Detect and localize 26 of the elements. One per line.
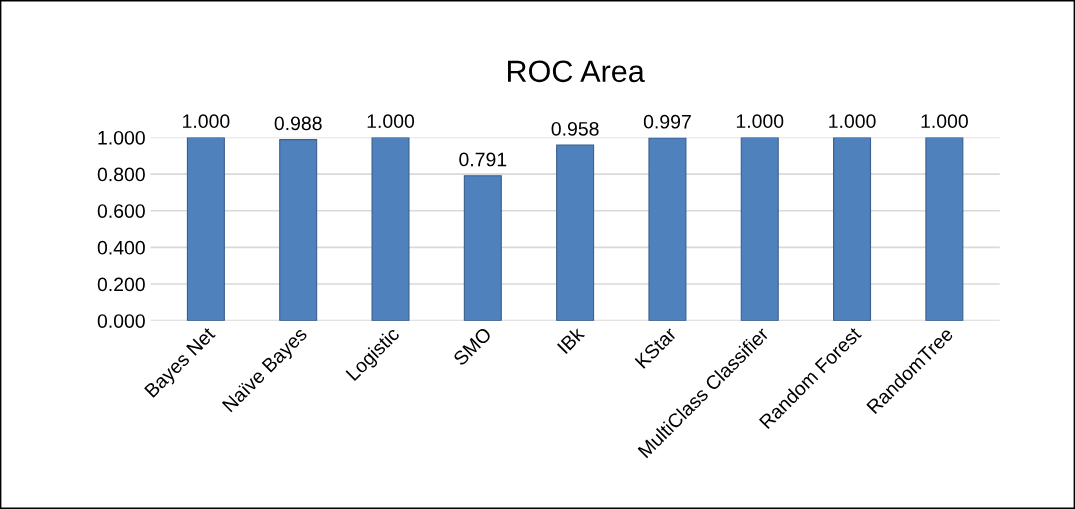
bar (740, 137, 779, 321)
bar (833, 137, 872, 321)
bar (556, 144, 595, 321)
y-tick-label: 1.000 (98, 130, 145, 145)
y-tick-label: 0.400 (97, 240, 145, 255)
bar (925, 137, 964, 321)
data-label: 1.000 (921, 114, 968, 129)
data-label: 1.000 (367, 114, 415, 129)
bar (371, 137, 410, 321)
x-tick-label: IBk (556, 325, 586, 355)
data-label: 0.958 (551, 121, 599, 136)
data-label: 0.791 (459, 152, 507, 167)
data-label: 1.000 (183, 114, 230, 129)
bar (279, 139, 318, 321)
y-tick-label: 0.200 (97, 277, 145, 292)
y-tick-label: 0.600 (97, 204, 145, 218)
y-tick-label: 0.000 (97, 314, 145, 328)
bar (463, 175, 502, 321)
data-label: 1.000 (829, 114, 876, 129)
bar (648, 137, 687, 321)
data-label: 0.997 (643, 114, 691, 129)
chart-title: ROC Area (508, 60, 645, 83)
bar (186, 137, 225, 321)
data-label: 0.988 (274, 116, 322, 131)
data-label: 1.000 (736, 114, 784, 129)
y-tick-label: 0.800 (97, 167, 145, 182)
